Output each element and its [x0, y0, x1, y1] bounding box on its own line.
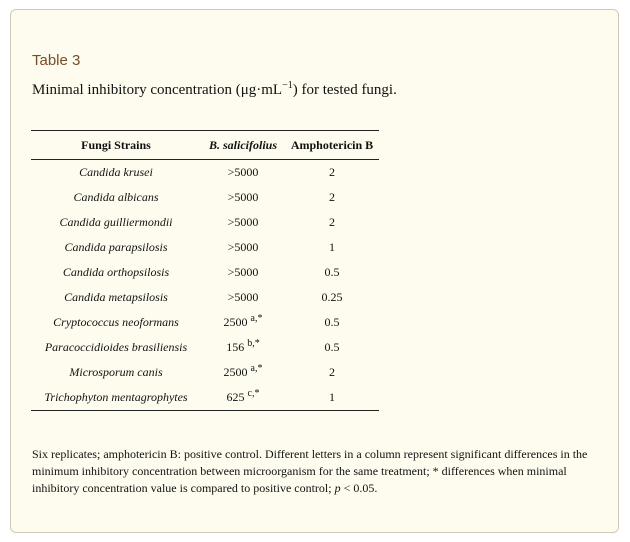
- table-row: Cryptococcus neoformans 2500 a,* 0.5: [31, 310, 379, 335]
- cell-b-salicifolius: 2500 a,*: [201, 360, 285, 385]
- cell-fungi-strain: Trichophyton mentagrophytes: [31, 385, 201, 411]
- table-caption: Minimal inhibitory concentration (μg·mL−…: [32, 80, 397, 99]
- table-row: Paracoccidioides brasiliensis 156 b,* 0.5: [31, 335, 379, 360]
- cell-b-salicifolius: 156 b,*: [201, 335, 285, 360]
- mic-value: 2500: [223, 365, 248, 379]
- cell-b-salicifolius: >5000: [201, 185, 285, 210]
- cell-amphotericin-b: 2: [329, 190, 335, 204]
- cell-b-salicifolius: >5000: [201, 210, 285, 235]
- mic-table: Fungi Strains B. salicifolius Amphoteric…: [31, 130, 379, 411]
- mic-value: >5000: [227, 165, 259, 179]
- cell-b-salicifolius: >5000: [201, 260, 285, 285]
- footnote-p-symbol: p: [334, 481, 341, 495]
- mic-value: 156: [226, 340, 245, 354]
- table-footnote: Six replicates; amphotericin B: positive…: [32, 446, 610, 497]
- table-label: Table 3: [32, 52, 81, 69]
- mic-value: >5000: [227, 240, 259, 254]
- table-row: Microsporum canis 2500 a,* 2: [31, 360, 379, 385]
- cell-fungi-strain: Cryptococcus neoformans: [53, 315, 179, 329]
- cell-amphotericin-b: 2: [329, 365, 335, 379]
- cell-amphotericin-b: 1: [329, 240, 335, 254]
- cell-fungi-strain: Candida parapsilosis: [64, 240, 168, 254]
- significance-marker: a,*: [250, 363, 263, 374]
- cell-fungi-strain: Candida albicans: [73, 190, 159, 204]
- cell-b-salicifolius: 2500 a,*: [201, 310, 285, 335]
- cell-b-salicifolius: >5000: [201, 285, 285, 310]
- mic-value: >5000: [227, 290, 259, 304]
- header-amphotericin-b: Amphotericin B: [285, 130, 379, 160]
- cell-fungi-strain: Candida orthopsilosis: [62, 265, 170, 279]
- caption-text: Minimal inhibitory concentration (μg·mL: [32, 82, 283, 98]
- significance-marker: b,*: [247, 338, 260, 349]
- cell-fungi-strain: Candida metapsilosis: [64, 290, 168, 304]
- significance-marker: c,*: [247, 388, 260, 399]
- table-row: Trichophyton mentagrophytes 625 c,* 1: [31, 385, 379, 411]
- cell-fungi-strain: Paracoccidioides brasiliensis: [44, 340, 188, 354]
- table-row: Candida guilliermondii >5000 2: [31, 210, 379, 235]
- footnote-p-value: < 0.05.: [340, 481, 378, 495]
- cell-amphotericin-b: 0.5: [324, 315, 340, 329]
- cell-amphotericin-b: 0.5: [324, 265, 340, 279]
- table-panel: Table 3 Minimal inhibitory concentration…: [10, 9, 619, 533]
- cell-amphotericin-b: 2: [329, 215, 335, 229]
- cell-b-salicifolius: >5000: [201, 160, 285, 186]
- mic-value: >5000: [227, 190, 259, 204]
- mic-value: >5000: [227, 265, 259, 279]
- header-fungi-strains: Fungi Strains: [31, 130, 201, 160]
- footnote-text: Six replicates; amphotericin B: positive…: [32, 447, 588, 495]
- mic-value: >5000: [227, 215, 259, 229]
- header-b-salicifolius: B. salicifolius: [201, 130, 285, 160]
- cell-fungi-strain: Microsporum canis: [69, 365, 163, 379]
- cell-amphotericin-b: 1: [285, 385, 379, 411]
- cell-fungi-strain: Candida krusei: [79, 165, 153, 179]
- table-row: Candida metapsilosis >5000 0.25: [31, 285, 379, 310]
- table-row: Candida krusei >5000 2: [31, 160, 379, 186]
- caption-unit-exponent: −1: [282, 80, 293, 91]
- significance-marker: a,*: [250, 313, 263, 324]
- table-row: Candida parapsilosis >5000 1: [31, 235, 379, 260]
- cell-amphotericin-b: 0.5: [324, 340, 340, 354]
- cell-amphotericin-b: 0.25: [321, 290, 343, 304]
- cell-fungi-strain: Candida guilliermondii: [59, 215, 173, 229]
- table-row: Candida albicans >5000 2: [31, 185, 379, 210]
- cell-b-salicifolius: >5000: [201, 235, 285, 260]
- table-header-row: Fungi Strains B. salicifolius Amphoteric…: [31, 130, 379, 160]
- caption-text-end: ) for tested fungi.: [292, 82, 397, 98]
- cell-b-salicifolius: 625 c,*: [201, 385, 285, 411]
- mic-value: 2500: [223, 315, 248, 329]
- cell-amphotericin-b: 2: [329, 165, 335, 179]
- mic-value: 625: [226, 390, 245, 404]
- table-row: Candida orthopsilosis >5000 0.5: [31, 260, 379, 285]
